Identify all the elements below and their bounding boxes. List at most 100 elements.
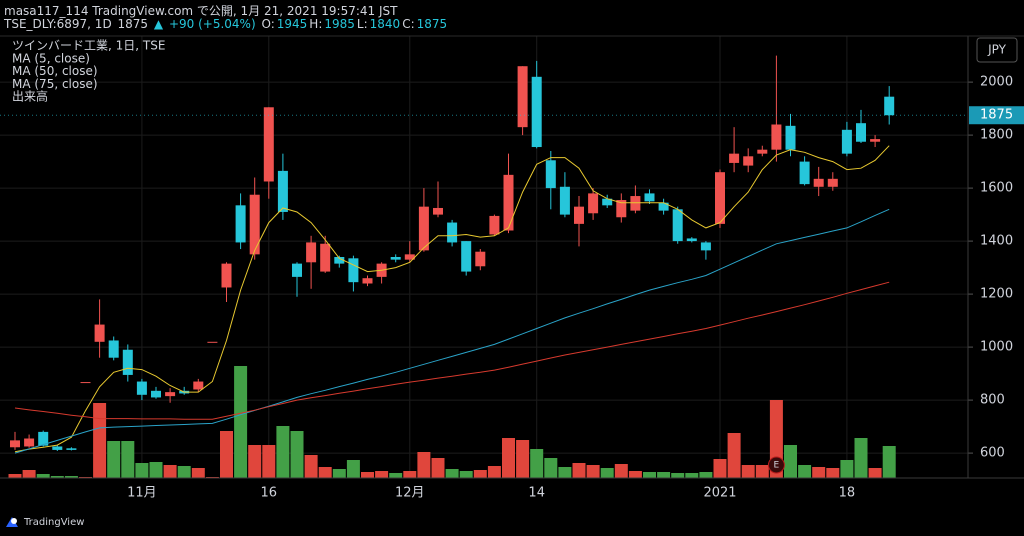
volume-bar: [558, 467, 572, 478]
candle-body: [503, 174, 514, 231]
candle-body: [700, 242, 711, 251]
candle-body: [94, 324, 105, 342]
volume-bar: [346, 460, 360, 478]
volume-bar: [149, 462, 163, 478]
volume-bar: [135, 463, 149, 478]
currency: JPY: [987, 43, 1007, 57]
volume-bar: [643, 472, 656, 478]
candle-body: [658, 202, 669, 211]
candle-body: [320, 243, 331, 272]
candle-body: [108, 340, 119, 358]
volume-bar: [741, 465, 755, 478]
candle-body: [80, 382, 91, 384]
ohlc-value: 1840: [369, 17, 401, 31]
x-tick-label: 11月: [127, 486, 157, 501]
candle-body: [263, 107, 274, 182]
candle-body: [489, 215, 500, 235]
candle-body: [785, 125, 796, 150]
candle-body: [207, 341, 218, 343]
volume-bar: [755, 465, 769, 478]
volume-bar: [318, 467, 332, 478]
volume-bar: [290, 431, 304, 478]
volume-bar: [685, 473, 699, 478]
volume-bar: [628, 471, 642, 478]
y-tick-label: 800: [980, 393, 1005, 408]
y-tick-label: 1200: [980, 287, 1013, 302]
candle-body: [66, 448, 77, 450]
y-tick-label: 600: [980, 446, 1005, 461]
candle-body: [799, 161, 810, 185]
volume-bar: [868, 468, 882, 478]
volume-bar: [177, 466, 191, 478]
candle-body: [390, 257, 401, 260]
volume-bar: [530, 449, 544, 478]
last-price-box: [969, 106, 1024, 125]
y-tick-label: 1600: [980, 181, 1013, 196]
volume-bar: [502, 438, 515, 478]
candle-body: [559, 186, 570, 215]
ma-line: [14, 145, 890, 453]
volume-bar: [544, 458, 558, 478]
volume-bar: [375, 471, 389, 478]
volume-bar: [191, 468, 205, 478]
ohlc-value: 1985: [324, 17, 355, 31]
volume-bar: [812, 467, 826, 478]
y-tick-label: 2000: [980, 75, 1013, 90]
candle-body: [418, 206, 429, 251]
candle-body: [630, 196, 641, 211]
candle-body: [715, 172, 725, 224]
ohlc-label: O:: [261, 17, 275, 31]
volume-bar: [22, 470, 36, 478]
volume-bar: [657, 472, 671, 478]
volume-bar: [487, 466, 501, 478]
currency-box[interactable]: [976, 37, 1018, 63]
volume-bar: [64, 476, 78, 478]
candle-body: [461, 241, 472, 272]
volume-bar: [276, 426, 290, 478]
event-marker: [767, 456, 785, 474]
candle-body: [221, 263, 232, 288]
x-tick-label: 16: [261, 486, 278, 501]
volume-bar: [445, 469, 459, 478]
volume-bar: [361, 472, 374, 478]
candle-body: [277, 170, 288, 212]
volume-bar: [50, 476, 64, 478]
candle-body: [136, 381, 147, 395]
x-tick-label: 2021: [703, 486, 736, 501]
candle-body: [348, 258, 359, 283]
volume-bar: [614, 464, 628, 478]
volume-bar: [600, 468, 614, 478]
volume-bar: [121, 441, 135, 478]
ma-line: [14, 281, 890, 420]
volume-bar: [220, 431, 233, 478]
candle-body: [362, 278, 373, 284]
change: +90 (+5.04%): [168, 17, 256, 31]
volume-bar: [586, 465, 600, 478]
y-tick-label: 1400: [980, 234, 1013, 249]
candle-body: [574, 206, 584, 224]
candle-body: [235, 205, 246, 243]
candle-body: [545, 160, 556, 189]
volume-bar: [473, 470, 487, 478]
volume-bar: [389, 473, 403, 478]
candle-body: [38, 431, 49, 446]
ohlc-value: 1875: [416, 17, 448, 31]
volume-bar: [840, 460, 854, 478]
candle-body: [602, 198, 613, 206]
arrow: ▲: [153, 17, 164, 31]
ohlc-label: C:: [402, 17, 415, 31]
candle-body: [729, 153, 740, 163]
candle-body: [644, 193, 655, 202]
volume-bar: [784, 445, 797, 478]
candle-body: [334, 257, 345, 264]
legend-volume: 出来高: [12, 89, 48, 104]
legend-entry: MA (5, close): [12, 52, 90, 66]
candle-body: [10, 440, 20, 448]
volume-bar: [417, 452, 431, 478]
candle-body: [433, 207, 443, 215]
volume-bar: [882, 446, 896, 478]
legend-entry: MA (75, close): [12, 77, 98, 91]
candle-body: [24, 438, 35, 447]
